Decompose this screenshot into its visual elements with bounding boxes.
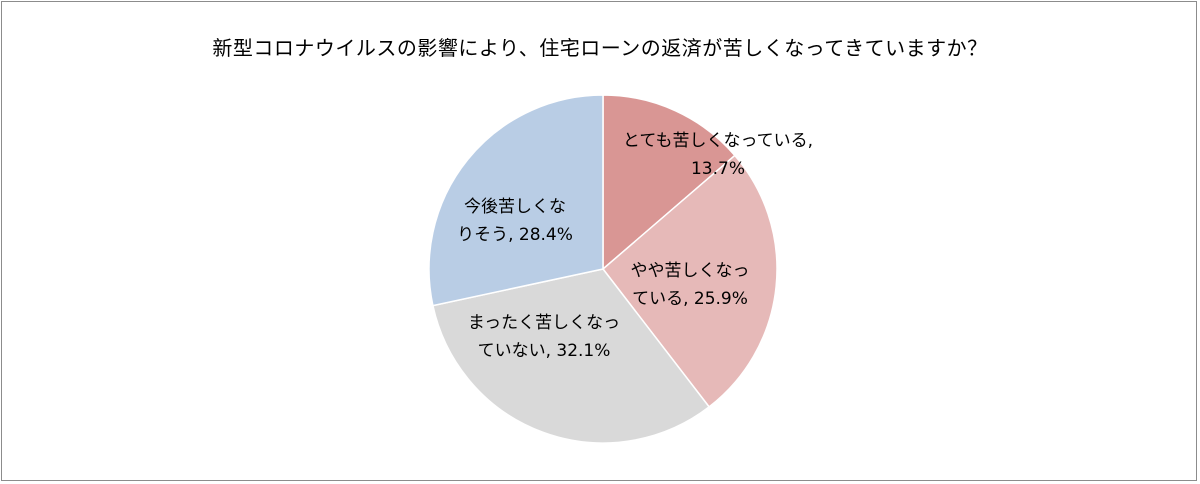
data-label-line: やや苦しくなっ [631,261,750,281]
data-label-line: 13.7% [691,159,745,179]
pie-slice-not-hard [431,268,711,444]
data-label-line: りそう, 28.4% [457,225,573,245]
data-label-line: ていない, 32.1% [478,341,611,361]
data-label-somewhat-hard: やや苦しくなっている, 25.9% [631,261,750,309]
data-label-line: まったく苦しくなっ [468,313,620,333]
data-label-very-hard: とても苦しくなっている, 13.7% [623,131,813,179]
data-label-line: ている, 25.9% [632,289,748,309]
data-label-not-hard: まったく苦しくなっていない, 32.1% [468,313,620,361]
pie-slice-somewhat-hard [601,154,778,408]
pie-slice-very-hard [602,94,736,271]
data-label-may-become-hard: 今後苦しくなりそう, 28.4% [457,197,573,245]
data-label-line: 今後苦しくな [464,197,566,217]
pie-slice-may-become-hard [428,94,604,307]
data-label-line: とても苦しくなっている, [623,131,813,151]
chart-title: 新型コロナウイルスの影響により、住宅ローンの返済が苦しくなってきていますか？ [212,36,988,60]
